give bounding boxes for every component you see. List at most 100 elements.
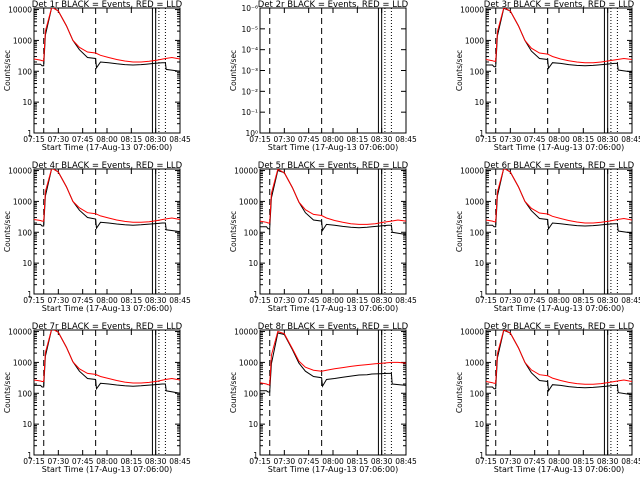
x-tick-label: 08:45 xyxy=(621,135,640,144)
x-tick-label: 08:15 xyxy=(121,457,143,466)
y-tick-label: 10000 xyxy=(460,167,484,176)
x-tick-label: 08:45 xyxy=(169,457,191,466)
lld-series-line xyxy=(260,169,406,225)
x-tick-label: 08:45 xyxy=(395,296,417,305)
x-tick-label: 08:45 xyxy=(169,296,191,305)
x-tick-label: 08:00 xyxy=(96,135,118,144)
y-tick-label: 10 xyxy=(248,420,258,429)
x-axis-label: Start Time (17-Aug-13 07:06:00) xyxy=(494,304,625,313)
lld-series-line xyxy=(34,8,180,63)
detector-panel: Det 5r BLACK = Events, RED = LLD 1 10 100 10… xyxy=(229,161,417,313)
y-tick-label: 10 xyxy=(22,259,32,268)
x-tick-label: 07:30 xyxy=(500,296,522,305)
x-tick-label: 08:00 xyxy=(96,296,118,305)
x-tick-label: 08:00 xyxy=(548,296,570,305)
y-tick-label: 100 xyxy=(18,228,33,237)
x-tick-label: 08:15 xyxy=(121,296,143,305)
x-axis-label: Start Time (17-Aug-13 07:06:00) xyxy=(494,465,625,474)
x-tick-label: 07:15 xyxy=(249,135,271,144)
y-tick-label: 10⁻⁶ xyxy=(241,4,258,13)
x-tick-label: 07:15 xyxy=(475,457,497,466)
x-tick-label: 07:30 xyxy=(274,135,296,144)
x-tick-label: 07:15 xyxy=(475,296,497,305)
y-tick-label: 10 xyxy=(22,420,32,429)
y-tick-label: 10 xyxy=(22,98,32,107)
x-tick-label: 08:15 xyxy=(573,296,595,305)
y-tick-label: 1 xyxy=(479,129,484,138)
panel-title: Det 6r BLACK = Events, RED = LLD xyxy=(484,161,635,171)
x-tick-label: 08:30 xyxy=(145,296,167,305)
panel-title: Det 5r BLACK = Events, RED = LLD xyxy=(258,161,409,171)
x-tick-label: 07:45 xyxy=(524,135,546,144)
x-tick-label: 08:15 xyxy=(347,135,369,144)
x-axis-label: Start Time (17-Aug-13 07:06:00) xyxy=(268,304,399,313)
y-tick-label: 100 xyxy=(18,389,33,398)
lld-series-line xyxy=(486,8,632,64)
y-tick-label: 10⁻⁵ xyxy=(241,25,258,34)
x-tick-label: 08:00 xyxy=(322,135,344,144)
y-axis-label: Counts/sec xyxy=(229,50,238,91)
x-tick-label: 07:15 xyxy=(249,457,271,466)
y-tick-label: 1 xyxy=(27,290,32,299)
x-tick-label: 07:30 xyxy=(500,457,522,466)
y-tick-label: 1 xyxy=(27,129,32,138)
x-tick-label: 07:30 xyxy=(274,457,296,466)
x-tick-label: 07:15 xyxy=(475,135,497,144)
x-tick-label: 08:15 xyxy=(573,135,595,144)
y-tick-label: 1000 xyxy=(239,197,258,206)
x-tick-label: 08:15 xyxy=(573,457,595,466)
y-tick-label: 10⁻² xyxy=(241,87,258,96)
y-axis-label: Counts/sec xyxy=(455,211,464,252)
y-tick-label: 10⁰ xyxy=(245,129,258,138)
x-axis-label: Start Time (17-Aug-13 07:06:00) xyxy=(494,143,625,152)
x-tick-label: 08:00 xyxy=(322,296,344,305)
x-tick-label: 07:15 xyxy=(23,457,45,466)
x-tick-label: 07:15 xyxy=(23,296,45,305)
x-tick-label: 07:30 xyxy=(48,296,70,305)
y-tick-label: 1000 xyxy=(13,197,32,206)
y-axis-label: Counts/sec xyxy=(455,50,464,91)
y-tick-label: 10000 xyxy=(460,6,484,15)
detector-panel: Det 3r BLACK = Events, RED = LLD 1 10 100 10… xyxy=(455,0,640,152)
y-tick-label: 1 xyxy=(479,451,484,460)
lld-series-line xyxy=(486,330,632,385)
x-tick-label: 08:45 xyxy=(621,296,640,305)
y-tick-label: 100 xyxy=(470,67,485,76)
y-tick-label: 10000 xyxy=(460,328,484,337)
x-tick-label: 07:45 xyxy=(72,135,94,144)
x-tick-label: 08:30 xyxy=(597,457,619,466)
x-tick-label: 07:30 xyxy=(500,135,522,144)
x-axis-label: Start Time (17-Aug-13 07:06:00) xyxy=(42,143,173,152)
y-axis-label: Counts/sec xyxy=(3,50,12,91)
panel-title: Det 4r BLACK = Events, RED = LLD xyxy=(32,161,183,171)
y-tick-label: 10000 xyxy=(8,328,32,337)
x-tick-label: 08:30 xyxy=(371,135,393,144)
x-tick-label: 08:45 xyxy=(395,457,417,466)
detector-panel: Det 9r BLACK = Events, RED = LLD 1 10 100 10… xyxy=(455,322,640,474)
panel-title: Det 7r BLACK = Events, RED = LLD xyxy=(32,322,183,332)
x-tick-label: 08:00 xyxy=(548,135,570,144)
y-tick-label: 100 xyxy=(244,389,259,398)
y-tick-label: 10⁻¹ xyxy=(241,108,258,117)
y-tick-label: 10000 xyxy=(234,167,258,176)
x-tick-label: 07:30 xyxy=(48,135,70,144)
panel-title: Det 2r BLACK = Events, RED = LLD xyxy=(258,0,409,10)
y-tick-label: 1000 xyxy=(239,358,258,367)
y-tick-label: 10 xyxy=(474,98,484,107)
lld-series-line xyxy=(34,330,180,384)
x-tick-label: 08:00 xyxy=(96,457,118,466)
x-tick-label: 08:30 xyxy=(145,457,167,466)
y-tick-label: 10 xyxy=(474,420,484,429)
y-tick-label: 1 xyxy=(479,290,484,299)
y-axis-label: Counts/sec xyxy=(3,211,12,252)
x-tick-label: 08:15 xyxy=(121,135,143,144)
y-tick-label: 1000 xyxy=(13,358,32,367)
x-tick-label: 08:15 xyxy=(347,457,369,466)
x-tick-label: 08:30 xyxy=(597,135,619,144)
x-tick-label: 07:45 xyxy=(72,296,94,305)
y-axis-label: Counts/sec xyxy=(455,372,464,413)
y-axis-label: Counts/sec xyxy=(3,372,12,413)
lld-series-line xyxy=(34,169,180,223)
